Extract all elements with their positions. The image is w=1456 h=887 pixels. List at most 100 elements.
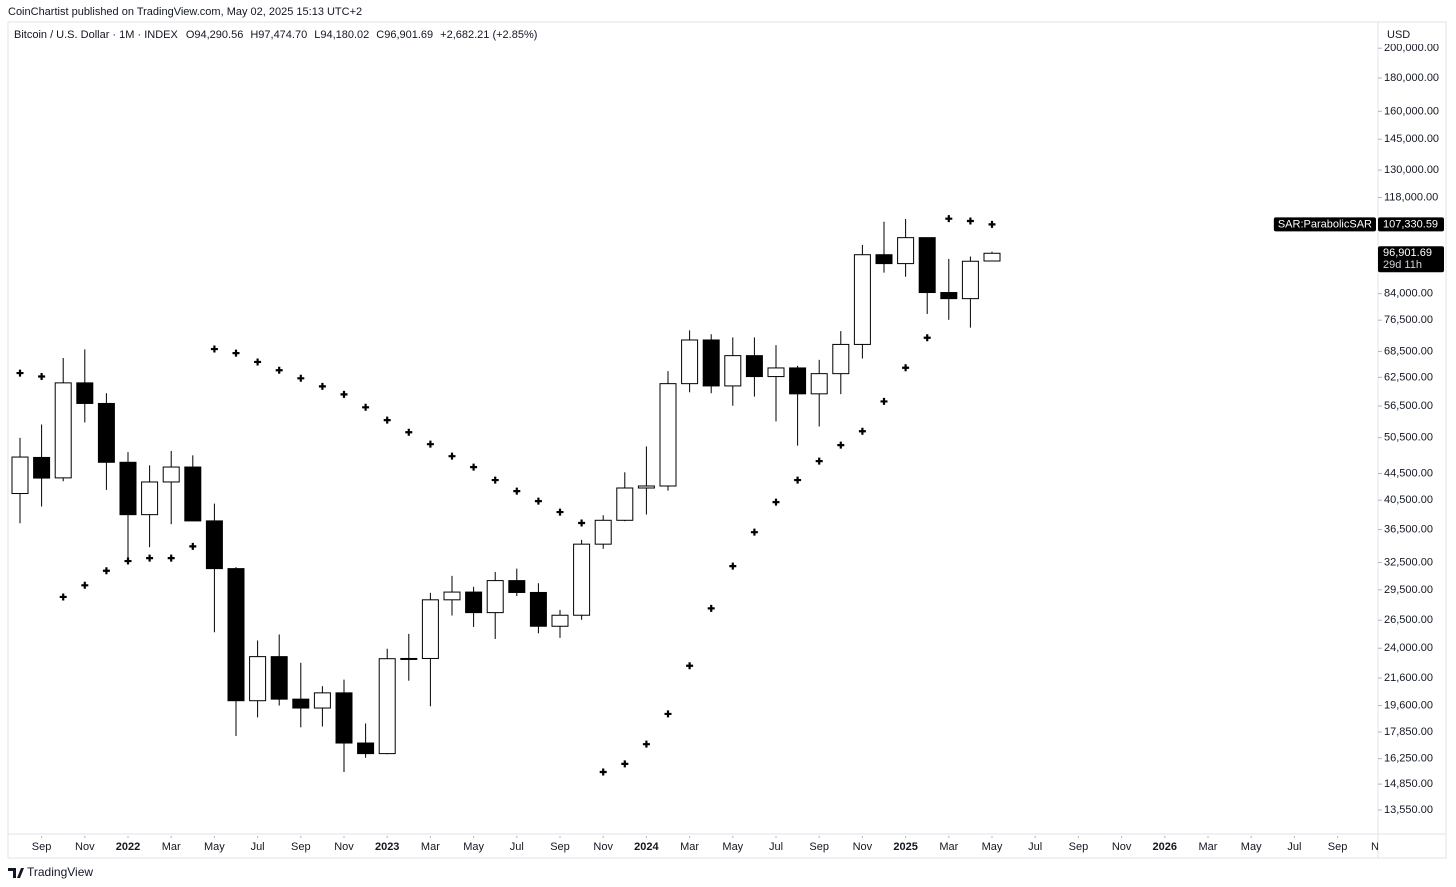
sar-dot — [362, 403, 370, 411]
y-tick-label: 21,600.00 — [1384, 672, 1433, 684]
candle-body — [11, 456, 29, 495]
x-tick-label: 2026 — [1153, 841, 1177, 853]
sar-dot — [858, 427, 866, 435]
indicator-name-box — [1273, 217, 1376, 232]
countdown: 29d 11h — [1383, 259, 1422, 271]
y-tick-label: 160,000.00 — [1384, 105, 1439, 117]
x-tick-label: Sep — [1069, 841, 1089, 853]
candle-body — [443, 591, 461, 601]
indicator-name: SAR:ParabolicSAR — [1278, 218, 1372, 230]
candle-body — [249, 656, 267, 702]
candle-body — [961, 260, 979, 300]
x-tick-label: Sep — [550, 841, 570, 853]
sar-dot — [189, 542, 197, 550]
sar-dot — [686, 662, 694, 670]
x-tick-label: Nov — [75, 841, 95, 853]
candle-body — [681, 339, 699, 385]
x-tick-label: May — [463, 841, 484, 853]
y-tick-label: 200,000.00 — [1384, 42, 1439, 54]
y-tick-label: 32,500.00 — [1384, 556, 1433, 568]
sar-dot — [470, 463, 478, 471]
x-tick-label: 2025 — [893, 841, 917, 853]
candle-body — [119, 461, 137, 516]
candle-body — [400, 657, 418, 660]
sar-dot — [642, 740, 650, 748]
sar-dot — [232, 349, 240, 357]
x-tick-label: Mar — [421, 841, 440, 853]
candle-body — [465, 591, 483, 614]
candle-body — [227, 568, 245, 702]
ohlc-legend: O94,290.56 H97,474.70 L94,180.02 C96,901.69… — [186, 29, 538, 41]
candle-body — [767, 367, 785, 378]
sar-dot — [426, 440, 434, 448]
candle-body — [897, 237, 915, 265]
candle-body — [789, 367, 807, 395]
sar-dot — [772, 498, 780, 506]
y-tick-label: 19,600.00 — [1384, 699, 1433, 711]
y-tick-label: 76,500.00 — [1384, 314, 1433, 326]
sar-dot — [556, 508, 564, 516]
x-tick-label: Nov — [1371, 841, 1391, 853]
x-tick-label: 2023 — [375, 841, 399, 853]
y-tick-label: 84,000.00 — [1384, 288, 1433, 300]
sar-dot — [448, 452, 456, 460]
y-tick-label: 145,000.00 — [1384, 133, 1439, 145]
sar-dot — [167, 554, 175, 562]
x-tick-label: 2022 — [116, 841, 140, 853]
x-tick-label: May — [1241, 841, 1262, 853]
candle-body — [724, 355, 742, 387]
y-tick-label: 16,250.00 — [1384, 753, 1433, 765]
y-tick-label: 29,500.00 — [1384, 584, 1433, 596]
x-tick-label: May — [982, 841, 1003, 853]
x-tick-label: Sep — [32, 841, 52, 853]
y-tick-label: 44,500.00 — [1384, 467, 1433, 479]
candle-body — [875, 254, 893, 265]
sar-dot — [38, 372, 46, 380]
x-tick-label: May — [722, 841, 743, 853]
x-tick-label: Jul — [510, 841, 524, 853]
sar-dot — [383, 416, 391, 424]
y-tick-label: 40,500.00 — [1384, 494, 1433, 506]
y-tick-label: 56,500.00 — [1384, 400, 1433, 412]
sar-dot — [405, 428, 413, 436]
candle-body — [378, 658, 396, 755]
y-tick-label: 118,000.00 — [1384, 191, 1438, 203]
sar-dot — [210, 345, 218, 353]
plot: 13,550.00 14,850.00 16,250.00 17,850.00 19,6… — [11, 42, 1444, 816]
legend-value: O94,290.56 — [186, 29, 244, 41]
x-tick-label: Jul — [769, 841, 783, 853]
sar-dot — [254, 358, 262, 366]
sar-dot — [729, 562, 737, 570]
candle-body — [486, 580, 504, 614]
x-tick-label: Nov — [334, 841, 354, 853]
sar-dot — [275, 366, 283, 374]
candle-body — [702, 339, 720, 387]
x-tick-label: Mar — [939, 841, 958, 853]
y-tick-label: 26,500.00 — [1384, 614, 1433, 626]
sar-dot — [707, 604, 715, 612]
candle-body — [616, 487, 634, 521]
y-tick-label: 180,000.00 — [1384, 72, 1439, 84]
x-axis: Sep Nov 2022 Mar May Jul Sep Nov 2023 Mar May Jul Se… — [32, 836, 1391, 853]
y-tick-label: 24,000.00 — [1384, 642, 1433, 654]
footer-logo: TradingView — [8, 865, 93, 879]
sar-dot — [621, 760, 629, 768]
sar-dot — [146, 554, 154, 562]
x-tick-label: Jul — [1028, 841, 1042, 853]
sar-dot — [923, 334, 931, 342]
footer-text: TradingView — [27, 865, 93, 879]
x-tick-label: Jul — [1287, 841, 1301, 853]
x-tick-label: Mar — [1199, 841, 1218, 853]
candle-body — [76, 382, 94, 404]
y-tick-label: 17,850.00 — [1384, 726, 1433, 738]
candle-body — [573, 543, 591, 616]
y-tick-label: 36,500.00 — [1384, 524, 1433, 536]
x-tick-label: Nov — [1112, 841, 1132, 853]
price-tag — [1378, 217, 1444, 232]
candle-body — [141, 481, 159, 516]
legend-value: C96,901.69 — [376, 29, 433, 41]
x-tick-label: Sep — [809, 841, 829, 853]
sar-dot — [59, 593, 67, 601]
sar-dot — [16, 369, 24, 377]
